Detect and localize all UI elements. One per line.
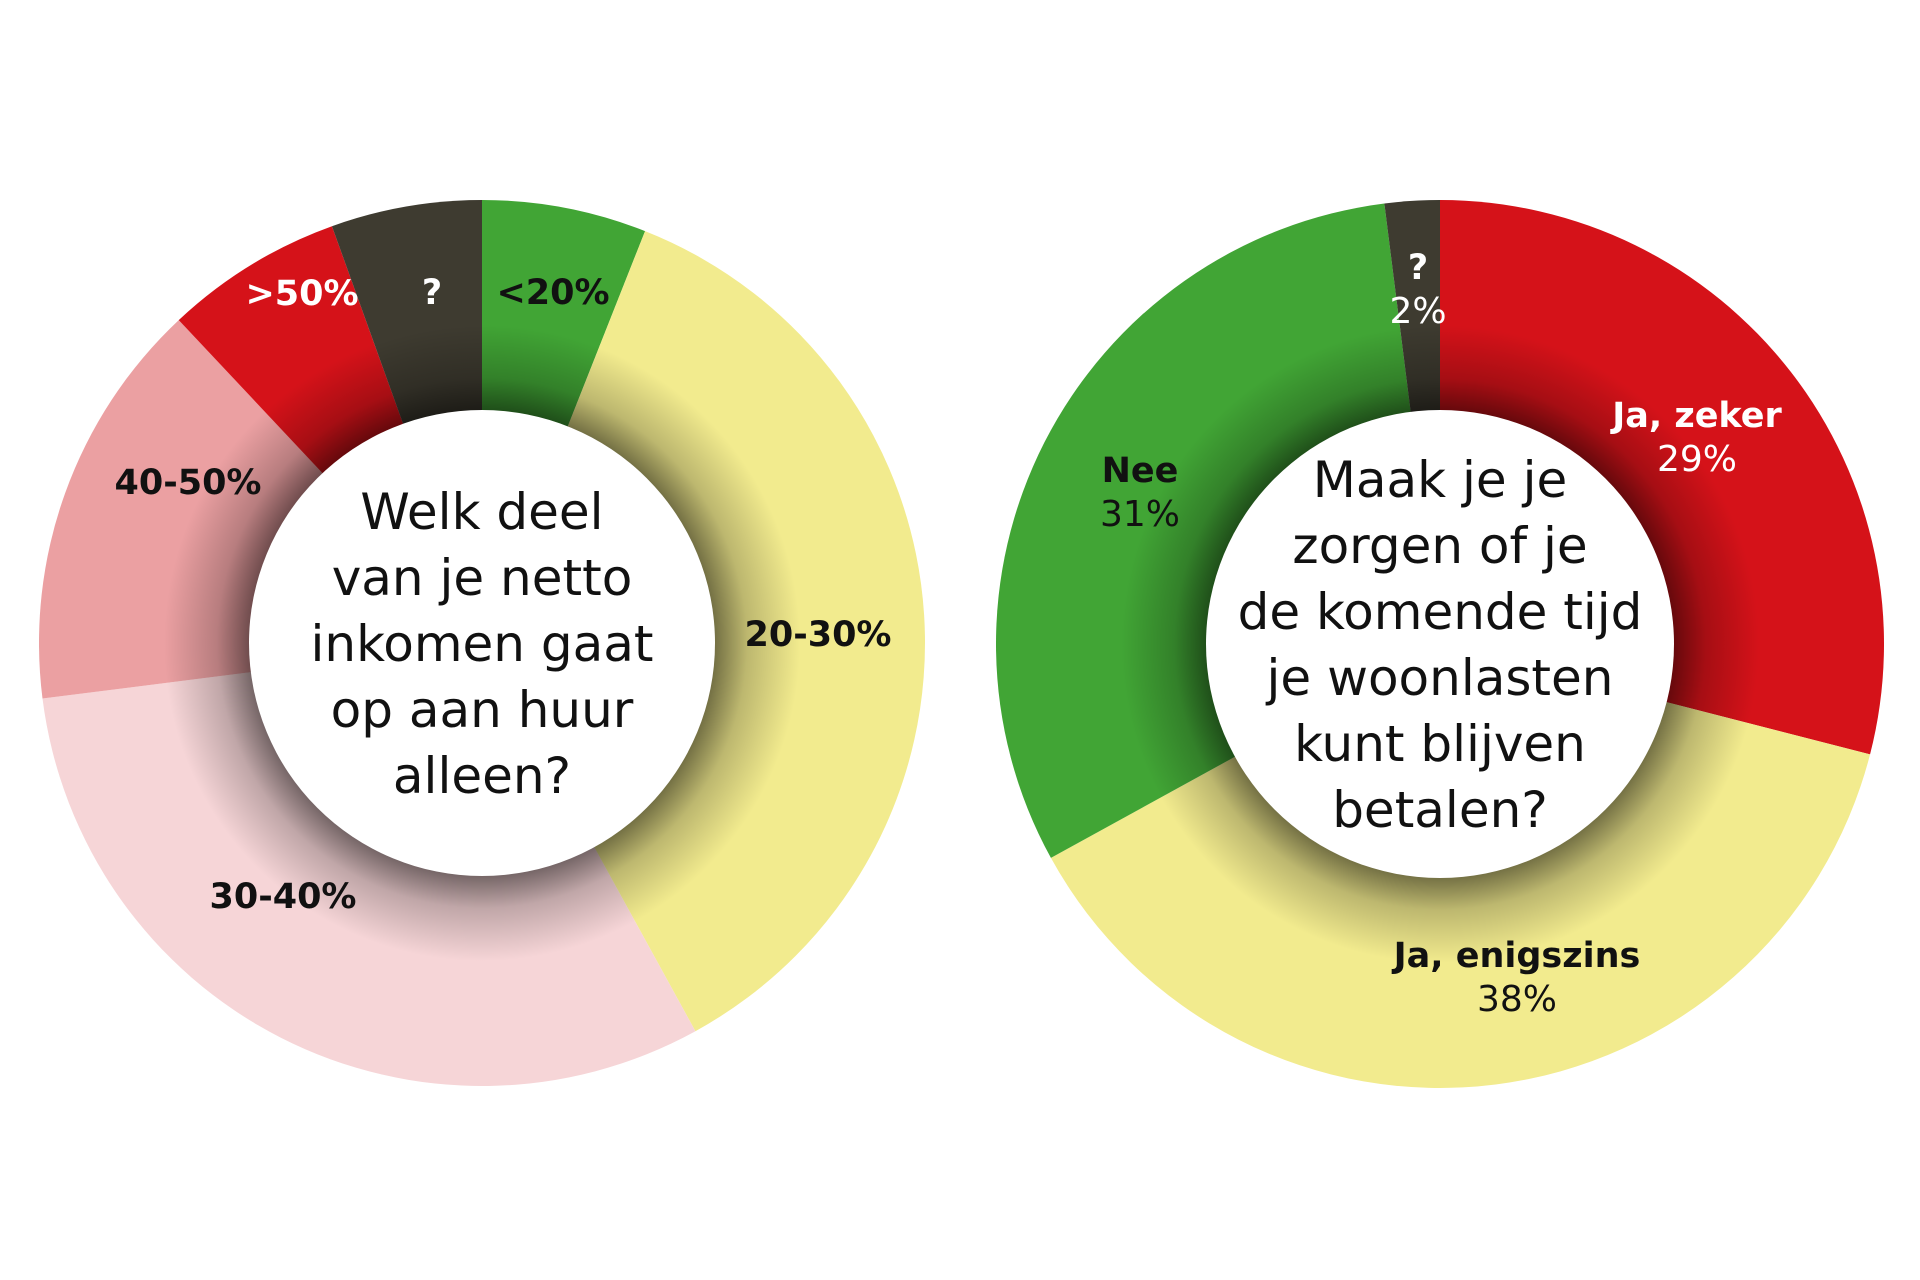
segment-value: 38% (1477, 979, 1557, 1020)
center-hole (249, 410, 715, 876)
segment-category: <20% (496, 273, 609, 313)
center-question-line: op aan huur (331, 681, 634, 739)
segment-label-nee: Nee 31% (1100, 451, 1180, 535)
center-question-line: kunt blijven (1294, 715, 1586, 773)
segment-category: 20-30% (744, 615, 891, 655)
center-question-line: de komende tijd (1238, 583, 1643, 641)
segment-label-40-50: 40-50% (114, 463, 261, 503)
center-question: Maak je je zorgen of je de komende tijd je … (1238, 451, 1643, 839)
center-question-line: Welk deel (360, 483, 603, 541)
segment-label-unknown: ? 2% (1389, 248, 1446, 332)
segment-category: 30-40% (209, 877, 356, 917)
segment-label-ja-enigszins: Ja, enigszins 38% (1392, 936, 1641, 1020)
segment-category: ? (1408, 248, 1428, 288)
center-question-line: zorgen of je (1292, 517, 1587, 575)
center-question: Welk deel van je netto inkomen gaat op aan … (310, 483, 653, 805)
segment-category: Nee (1102, 451, 1179, 491)
segment-label-unknown: ? (422, 273, 442, 313)
segment-label-20: <20% (496, 273, 609, 313)
segment-label-20-30: 20-30% (744, 615, 891, 655)
segment-label-30-40: 30-40% (209, 877, 356, 917)
segment-labels: Ja, zeker 29%Ja, enigszins 38%Nee 31%? 2% (1100, 248, 1783, 1020)
segment-value: 2% (1389, 291, 1446, 332)
segment-category: 40-50% (114, 463, 261, 503)
center-question-line: alleen? (393, 747, 571, 805)
center-question-line: je woonlasten (1266, 649, 1614, 707)
segment-category: ? (422, 273, 442, 313)
donut-chart-rent-share: Welk deel van je netto inkomen gaat op aan … (38, 200, 925, 1086)
center-question-line: Maak je je (1313, 451, 1567, 509)
center-question-line: van je netto (332, 549, 633, 607)
donut-chart-housing-worry: Maak je je zorgen of je de komende tijd je … (995, 200, 1884, 1088)
center-question-line: inkomen gaat (310, 615, 653, 673)
segment-label-ja-zeker: Ja, zeker 29% (1610, 396, 1782, 480)
segment-category: Ja, enigszins (1392, 936, 1641, 976)
segment-category: Ja, zeker (1610, 396, 1782, 436)
segment-label-50: >50% (245, 274, 358, 314)
center-question-line: betalen? (1332, 781, 1548, 839)
segment-value: 31% (1100, 494, 1180, 535)
segment-category: >50% (245, 274, 358, 314)
segment-labels: <20% 20-30% 30-40% 40-50% >50%? (114, 273, 891, 917)
segment-value: 29% (1657, 439, 1737, 480)
center-hole (1206, 410, 1674, 878)
